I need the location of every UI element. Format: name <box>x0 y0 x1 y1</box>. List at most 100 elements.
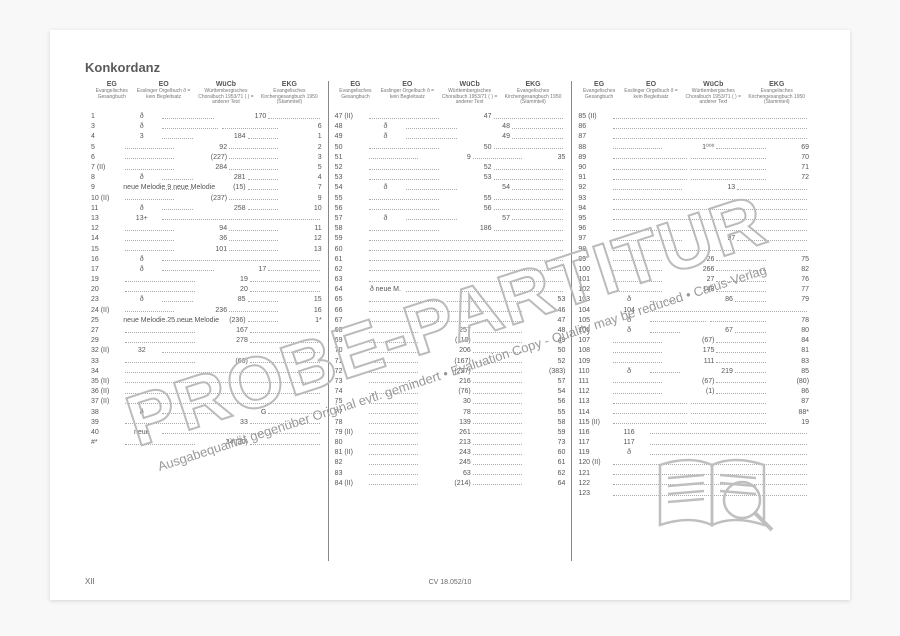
leader-dots <box>512 125 563 129</box>
leader-dots <box>369 369 418 373</box>
cell-ekg: 46 <box>524 307 566 314</box>
table-row: 71(167)52 <box>335 356 566 366</box>
cell-wucb: 55 <box>441 195 492 202</box>
table-row: 122 <box>578 478 809 488</box>
cell-wucb: 50 <box>441 144 492 151</box>
cell-ekg: 84 <box>768 337 810 344</box>
table-row: 27167 <box>91 325 322 335</box>
leader-dots <box>613 206 807 210</box>
table-row: 143612 <box>91 234 322 244</box>
leader-dots <box>125 379 319 383</box>
leader-dots <box>268 267 319 271</box>
cell-wucb: 13 <box>684 184 735 191</box>
table-row: 36 (II) <box>91 387 322 397</box>
cell-ekg: (383) <box>524 368 566 375</box>
cell-eg: 51 <box>335 154 367 161</box>
leader-dots <box>613 288 662 292</box>
leader-dots <box>250 420 320 424</box>
col-header: EKG <box>744 81 809 88</box>
leader-dots <box>369 318 443 322</box>
table-row: 11387 <box>578 397 809 407</box>
leader-dots <box>406 135 457 139</box>
table-row: 104104 <box>578 305 809 315</box>
cell-wucb: 175 <box>664 347 715 354</box>
leader-dots <box>369 410 418 414</box>
cell-wucb: 184 <box>195 133 246 140</box>
cell-wucb: 9 <box>420 154 471 161</box>
cell-eg: 58 <box>335 225 367 232</box>
table-row: 47 (II)47 <box>335 112 566 122</box>
cell-eg: 104 <box>578 307 610 314</box>
cell-eg: 29 <box>91 337 123 344</box>
cell-eg: 27 <box>91 327 123 334</box>
cell-ekg: 61 <box>524 459 566 466</box>
leader-dots <box>473 451 522 455</box>
cell-eo: 3 <box>123 133 160 140</box>
leader-dots <box>613 166 687 170</box>
table-row: 69(118)49 <box>335 336 566 346</box>
cell-wucb: (118) <box>420 337 471 344</box>
cell-wucb: (237) <box>176 195 227 202</box>
cell-eg: 48 <box>335 123 367 130</box>
table-row: 123 <box>578 488 809 498</box>
cell-eo: 117 <box>611 439 648 446</box>
cell-eg: 47 (II) <box>335 113 367 120</box>
leader-dots <box>162 125 218 129</box>
cell-eg: 7 (II) <box>91 164 123 171</box>
cell-eg: 111 <box>578 378 610 385</box>
cell-wucb: 48 <box>459 123 510 130</box>
leader-dots <box>613 247 807 251</box>
leader-dots <box>229 227 278 231</box>
leader-dots <box>613 481 807 485</box>
table-row: 74(76)54 <box>335 387 566 397</box>
leader-dots <box>613 125 807 129</box>
table-row: 9213 <box>578 183 809 193</box>
leader-dots <box>369 471 418 475</box>
col-header: EKG <box>257 81 322 88</box>
cell-eg: 115 (II) <box>578 419 610 426</box>
cell-wucb: (67) <box>664 378 715 385</box>
cell-ekg: 15 <box>280 296 322 303</box>
leader-dots <box>125 400 319 404</box>
cell-eg: 83 <box>335 470 367 477</box>
cell-eg: #* <box>91 439 123 446</box>
table-row: 6747 <box>335 315 566 325</box>
leader-dots <box>494 166 564 170</box>
leader-dots <box>716 379 765 383</box>
cell-eo: ð <box>611 317 648 324</box>
cell-wucb: 20 <box>197 286 248 293</box>
col-subheader: Evangelisches Gesangbuch <box>91 89 133 106</box>
cell-ekg: 75 <box>768 256 810 263</box>
table-row: 753056 <box>335 397 566 407</box>
cell-eo: 104 <box>611 307 648 314</box>
table-row: 24 (II)23616 <box>91 305 322 315</box>
cell-eg: 16 <box>91 256 123 263</box>
leader-dots <box>369 206 439 210</box>
table-row: 7 (II)2845 <box>91 162 322 172</box>
cell-ekg: 78 <box>768 317 810 324</box>
leader-dots <box>229 166 278 170</box>
cell-eo: neue Melodie 25 neue Melodie <box>123 317 160 324</box>
cell-eg: 34 <box>91 368 123 375</box>
cell-wucb: 52 <box>441 164 492 171</box>
leader-dots <box>613 196 807 200</box>
leader-dots <box>613 420 687 424</box>
cell-eo: 13+ <box>123 215 160 222</box>
cell-wucb: 216 <box>420 378 471 385</box>
col-subheader: Esslinger Orgelbuch ð = kein Begleitsatz <box>376 89 438 106</box>
leader-dots <box>369 298 443 302</box>
cell-eg: 98 <box>578 246 610 253</box>
leader-dots <box>248 186 279 190</box>
leader-dots <box>250 441 320 445</box>
table-row: 10 (II)(237)9 <box>91 193 322 203</box>
leader-dots <box>735 329 766 333</box>
cell-wucb: 1⁰⁰⁰ <box>664 143 715 151</box>
cell-ekg: 82 <box>768 266 810 273</box>
leader-dots <box>369 145 439 149</box>
table-row: 64ð neue M. <box>335 285 566 295</box>
leader-dots <box>691 420 765 424</box>
cell-ekg: 87 <box>768 398 810 405</box>
leader-dots <box>691 400 765 404</box>
leader-dots <box>369 166 439 170</box>
leader-dots <box>716 390 765 394</box>
